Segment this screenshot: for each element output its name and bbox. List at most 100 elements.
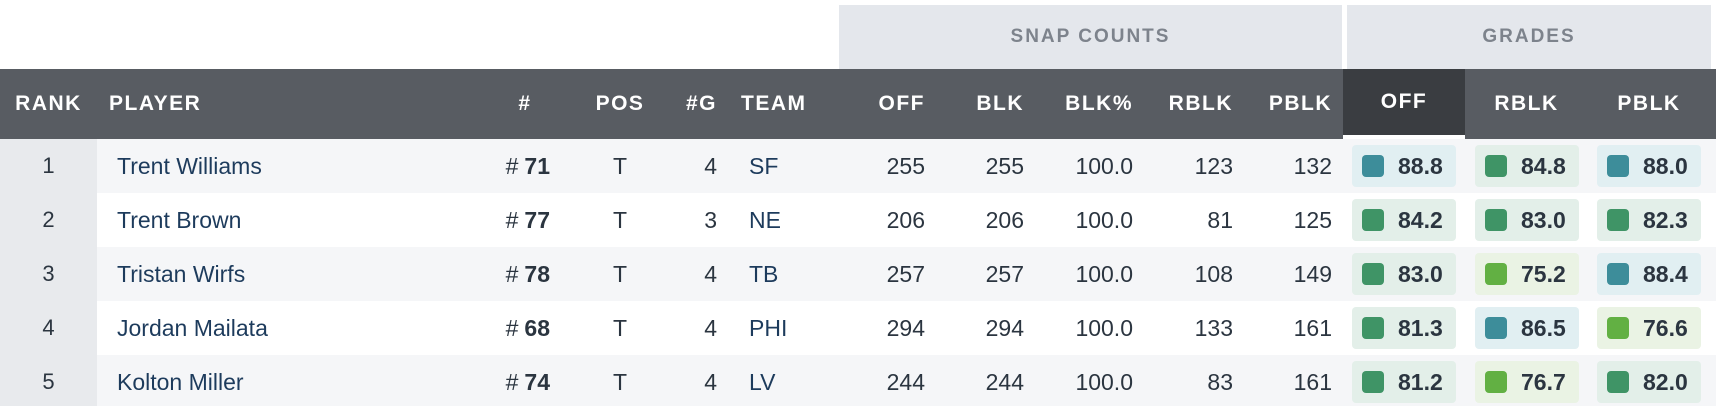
grade-off-badge: 88.8: [1352, 145, 1456, 187]
jersey-number: #68: [470, 301, 550, 355]
header-player[interactable]: PLAYER: [109, 92, 202, 115]
header-snap-pblk[interactable]: PBLK: [1268, 92, 1332, 115]
jersey-digits: 78: [524, 260, 550, 287]
position-cell: T: [612, 314, 628, 341]
table-row[interactable]: 2 Trent Brown #77 T 3 NE 206 206 100.0 8…: [0, 193, 1716, 247]
snap-off-cell: 206: [886, 206, 925, 233]
grade-rblk-badge: 83.0: [1475, 199, 1579, 241]
header-grade-rblk[interactable]: RBLK: [1494, 92, 1559, 115]
grade-pblk-badge: 76.6: [1597, 307, 1701, 349]
team-link[interactable]: PHI: [749, 314, 788, 341]
grade-off-value: 83.0: [1398, 260, 1443, 287]
hash-symbol: #: [505, 206, 519, 233]
snap-blk-cell: 206: [985, 206, 1024, 233]
snap-rblk-cell: 108: [1194, 260, 1233, 287]
snap-pblk-cell: 132: [1293, 152, 1332, 179]
grade-rblk-badge: 84.8: [1475, 145, 1579, 187]
rank-cell: 3: [0, 247, 97, 301]
header-grade-off[interactable]: OFF: [1343, 69, 1465, 139]
rank-cell: 2: [0, 193, 97, 247]
grade-swatch: [1362, 209, 1384, 231]
team-link[interactable]: LV: [749, 368, 776, 395]
snap-pblk-cell: 149: [1293, 260, 1332, 287]
snap-off-cell: 244: [886, 368, 925, 395]
grade-off-badge: 81.3: [1352, 307, 1456, 349]
rank-cell: 4: [0, 301, 97, 355]
header-pos[interactable]: POS: [595, 92, 645, 115]
grade-rblk-value: 76.7: [1521, 368, 1566, 395]
grade-pblk-badge: 88.0: [1597, 145, 1701, 187]
grade-pblk-value: 88.0: [1643, 152, 1688, 179]
grade-pblk-badge: 82.0: [1597, 361, 1701, 403]
grade-swatch: [1362, 371, 1384, 393]
snap-blk-cell: 257: [985, 260, 1024, 287]
grade-rblk-badge: 75.2: [1475, 253, 1579, 295]
grade-off-value: 84.2: [1398, 206, 1443, 233]
grade-pblk-value: 76.6: [1643, 314, 1688, 341]
header-grade-pblk[interactable]: PBLK: [1617, 92, 1681, 115]
grade-swatch: [1607, 317, 1629, 339]
games-cell: 4: [704, 260, 717, 287]
header-snap-off[interactable]: OFF: [878, 92, 925, 115]
snap-pblk-cell: 125: [1293, 206, 1332, 233]
snap-off-cell: 255: [886, 152, 925, 179]
table-row[interactable]: 4 Jordan Mailata #68 T 4 PHI 294 294 100…: [0, 301, 1716, 355]
header-snap-rblk[interactable]: RBLK: [1168, 92, 1233, 115]
grade-pblk-badge: 88.4: [1597, 253, 1701, 295]
header-rank[interactable]: RANK: [15, 92, 82, 115]
header-snap-blk[interactable]: BLK: [976, 92, 1024, 115]
table-row[interactable]: 3 Tristan Wirfs #78 T 4 TB 257 257 100.0…: [0, 247, 1716, 301]
snap-blk-cell: 244: [985, 368, 1024, 395]
header-number[interactable]: #: [518, 92, 532, 115]
hash-symbol: #: [505, 314, 519, 341]
grade-swatch: [1485, 209, 1507, 231]
hash-symbol: #: [505, 260, 519, 287]
grade-off-badge: 81.2: [1352, 361, 1456, 403]
team-link[interactable]: NE: [749, 206, 781, 233]
team-link[interactable]: SF: [749, 152, 779, 179]
position-cell: T: [612, 368, 628, 395]
player-name-link[interactable]: Trent Williams: [117, 152, 262, 179]
table-row[interactable]: 5 Kolton Miller #74 T 4 LV 244 244 100.0…: [0, 355, 1716, 406]
grade-off-badge: 83.0: [1352, 253, 1456, 295]
snap-pblk-cell: 161: [1293, 314, 1332, 341]
grade-rblk-badge: 76.7: [1475, 361, 1579, 403]
player-name-link[interactable]: Jordan Mailata: [117, 314, 268, 341]
snap-off-cell: 294: [886, 314, 925, 341]
player-name-link[interactable]: Trent Brown: [117, 206, 242, 233]
player-name-link[interactable]: Kolton Miller: [117, 368, 244, 395]
snap-rblk-cell: 81: [1207, 206, 1233, 233]
games-cell: 4: [704, 152, 717, 179]
grade-off-value: 81.3: [1398, 314, 1443, 341]
team-link[interactable]: TB: [749, 260, 779, 287]
snap-blk-pct-cell: 100.0: [1075, 206, 1133, 233]
grade-rblk-badge: 86.5: [1475, 307, 1579, 349]
player-name-link[interactable]: Tristan Wirfs: [117, 260, 246, 287]
header-snap-blk-pct[interactable]: BLK%: [1065, 92, 1133, 115]
grade-swatch: [1607, 263, 1629, 285]
games-cell: 4: [704, 368, 717, 395]
snap-blk-pct-cell: 100.0: [1075, 314, 1133, 341]
games-cell: 4: [704, 314, 717, 341]
header-games[interactable]: #G: [685, 92, 717, 115]
group-header-snap-counts: SNAP COUNTS: [839, 5, 1342, 69]
grade-swatch: [1485, 263, 1507, 285]
games-cell: 3: [704, 206, 717, 233]
grade-swatch: [1362, 155, 1384, 177]
grade-swatch: [1485, 155, 1507, 177]
grade-off-value: 81.2: [1398, 368, 1443, 395]
grade-rblk-value: 84.8: [1521, 152, 1566, 179]
table-row[interactable]: 1 Trent Williams #71 T 4 SF 255 255 100.…: [0, 139, 1716, 193]
group-header-grades: GRADES: [1347, 5, 1711, 69]
position-cell: T: [612, 206, 628, 233]
grade-pblk-value: 82.3: [1643, 206, 1688, 233]
position-cell: T: [612, 260, 628, 287]
grade-swatch: [1607, 155, 1629, 177]
grade-swatch: [1485, 317, 1507, 339]
grade-rblk-value: 75.2: [1521, 260, 1566, 287]
grade-rblk-value: 86.5: [1521, 314, 1566, 341]
grade-swatch: [1485, 371, 1507, 393]
header-team[interactable]: TEAM: [741, 92, 807, 115]
jersey-digits: 71: [524, 152, 550, 179]
